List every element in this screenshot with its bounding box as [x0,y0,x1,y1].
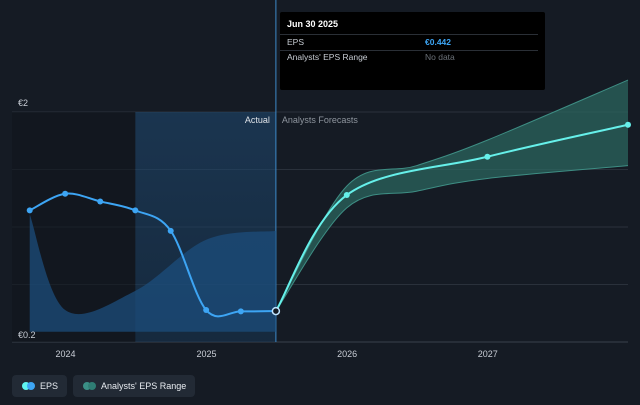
eps-point [237,308,244,315]
tooltip-eps-value: €0.442 [425,37,451,47]
x-tick-label: 2027 [478,349,498,359]
eps-point [203,307,210,314]
legend-item-analysts-eps-range[interactable]: Analysts' EPS Range [73,375,196,397]
section-label-actual: Actual [245,115,270,125]
legend-range-icon [83,382,97,390]
tooltip: Jun 30 2025 EPS €0.442 Analysts' EPS Ran… [280,12,545,90]
eps-points [26,121,631,316]
legend-range-label: Analysts' EPS Range [101,381,187,391]
eps-point [26,207,33,214]
tooltip-range-label: Analysts' EPS Range [287,52,368,62]
eps-lines [29,123,629,318]
y-label-bottom: €0.2 [18,330,36,340]
eps-point [271,306,281,316]
legend-eps-label: EPS [40,381,59,391]
tooltip-range-value: No data [425,52,455,62]
section-label-forecast: Analysts Forecasts [282,115,359,125]
eps-point [97,198,104,205]
eps-point [62,190,69,197]
y-label-top: €2 [18,98,28,108]
tooltip-eps-label: EPS [287,37,305,47]
legend: EPS Analysts' EPS Range [12,375,196,397]
x-tick-label: 2025 [197,349,217,359]
eps-line-actual [29,192,276,318]
axis-labels: €2 €0.2 Actual Analysts Forecasts 2024 2025 20… [18,98,498,359]
tooltip-row-range: Analysts' EPS Range No data [280,52,538,65]
x-tick-label: 2026 [337,349,357,359]
eps-point [625,121,631,128]
eps-line-forecast [275,123,629,312]
eps-area [29,214,276,332]
range-fill [275,80,628,312]
legend-eps-icon [22,382,36,390]
eps-point [132,207,139,214]
tooltip-row-eps: EPS €0.442 [280,34,538,51]
range-lower-edge [275,165,629,312]
eps-point [167,227,174,234]
eps-point [484,153,491,160]
x-tick-label: 2024 [56,349,76,359]
legend-item-eps[interactable]: EPS [12,375,68,397]
eps-point [343,192,350,199]
tooltip-date: Jun 30 2025 [287,19,339,29]
eps-band [29,214,276,332]
